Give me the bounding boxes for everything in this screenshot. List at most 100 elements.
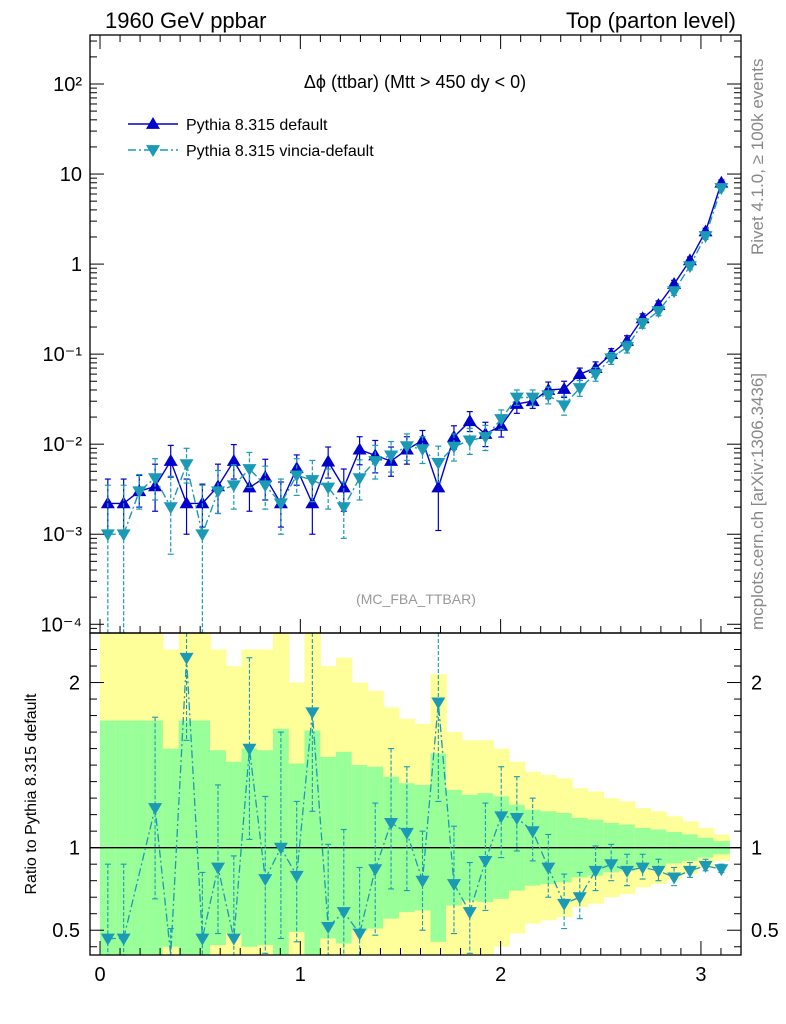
- ratio-point: [525, 826, 540, 839]
- band-1sigma: [115, 720, 133, 955]
- data-point: [588, 369, 603, 382]
- data-point: [321, 482, 336, 495]
- ratio-point: [588, 865, 603, 878]
- data-point: [195, 529, 210, 542]
- x-tick-label: 0: [94, 964, 105, 986]
- ratio-point: [635, 862, 650, 875]
- ratio-point: [384, 817, 399, 830]
- data-point: [572, 367, 587, 380]
- y-tick-label: 10⁻³: [43, 524, 83, 546]
- data-point: [384, 450, 399, 463]
- ratio-frame: [89, 632, 742, 956]
- ratio-series-vincia: [100, 632, 729, 956]
- chart-title: Δϕ (ttbar) (Mtt > 450 dy < 0): [304, 72, 526, 92]
- ratio-point: [399, 827, 414, 840]
- data-point: [604, 353, 619, 366]
- data-point: [148, 473, 163, 486]
- ratio-point: [682, 865, 697, 878]
- data-point: [179, 459, 194, 472]
- data-point: [541, 390, 556, 403]
- data-point: [714, 183, 729, 195]
- ratio-point: [179, 652, 194, 665]
- ratio-point: [446, 879, 461, 891]
- ratio-point: [116, 933, 131, 946]
- x-tick-label: 2: [495, 964, 506, 986]
- x-axis: 0 1 2 3: [94, 35, 742, 986]
- ratio-point: [258, 874, 273, 887]
- legend-marker: [146, 145, 160, 157]
- data-point: [210, 486, 225, 499]
- data-point: [273, 498, 288, 511]
- data-point: [226, 454, 241, 466]
- data-point: [258, 480, 273, 493]
- data-point: [667, 286, 682, 299]
- data-point: [431, 480, 446, 493]
- data-point: [415, 444, 430, 457]
- data-point: [100, 496, 115, 509]
- data-point: [179, 496, 194, 509]
- ratio-point: [195, 933, 210, 946]
- series-pythia-vincia: [100, 183, 729, 634]
- ratio-y-tick-label-right: 1: [751, 838, 762, 860]
- y-tick-label: 10⁻⁴: [41, 614, 82, 636]
- data-point: [100, 529, 115, 542]
- header-right: Top (parton level): [566, 8, 736, 33]
- ratio-point: [431, 697, 446, 710]
- data-point: [321, 454, 336, 467]
- ratio-point: [305, 707, 320, 720]
- ratio-point: [667, 872, 682, 885]
- data-point: [352, 442, 367, 455]
- data-point: [667, 277, 682, 289]
- main-y-axis: 10⁻⁴ 10⁻³ 10⁻² 10⁻¹ 1 10 10²: [41, 40, 741, 636]
- data-point: [651, 306, 666, 319]
- ratio-point: [651, 865, 666, 878]
- y-tick-label: 10²: [53, 74, 82, 96]
- y-tick-label: 10⁻¹: [43, 344, 83, 366]
- data-point: [336, 502, 351, 515]
- ratio-y-tick-label: 1: [69, 838, 80, 860]
- x-tick-label: 1: [295, 964, 306, 986]
- data-point: [682, 261, 697, 274]
- data-point: [446, 441, 461, 454]
- data-point: [494, 414, 509, 427]
- ratio-point: [541, 862, 556, 875]
- data-point: [431, 457, 446, 470]
- ratio-point: [698, 860, 713, 873]
- data-point: [226, 480, 241, 493]
- data-point: [557, 382, 572, 394]
- data-point: [635, 318, 650, 331]
- series-pythia-default: [100, 175, 729, 535]
- data-point: [368, 456, 383, 469]
- ratio-point: [509, 813, 524, 825]
- ratio-point: [242, 743, 257, 756]
- legend-marker: [146, 117, 160, 129]
- rivet-label: Rivet 4.1.0, ≥ 100k events: [748, 58, 767, 255]
- data-point: [116, 496, 131, 509]
- legend-label: Pythia 8.315 default: [186, 117, 328, 134]
- ratio-point: [336, 907, 351, 920]
- band-1sigma: [194, 720, 211, 955]
- ratio-point: [604, 859, 619, 872]
- ratio-point: [557, 898, 572, 911]
- legend: Pythia 8.315 default Pythia 8.315 vincia-…: [128, 117, 374, 160]
- band-1sigma: [99, 720, 117, 955]
- data-point: [163, 454, 178, 466]
- ratio-y-tick-label-right: 0.5: [751, 920, 779, 942]
- data-point: [195, 496, 210, 509]
- band-1sigma: [304, 730, 321, 955]
- data-point: [242, 464, 257, 477]
- data-point: [462, 414, 477, 427]
- ratio-point: [273, 842, 288, 855]
- ratio-point: [321, 922, 336, 934]
- ratio-point: [462, 907, 477, 920]
- data-point: [163, 502, 178, 515]
- ratio-point: [210, 862, 225, 875]
- x-tick-label: 3: [695, 964, 706, 986]
- ratio-y-tick-label: 2: [69, 673, 80, 695]
- ratio-point: [572, 892, 587, 905]
- y-tick-label: 10⁻²: [43, 434, 83, 456]
- data-point: [620, 342, 635, 355]
- watermark: (MC_FBA_TTBAR): [356, 591, 476, 607]
- data-point: [462, 435, 477, 448]
